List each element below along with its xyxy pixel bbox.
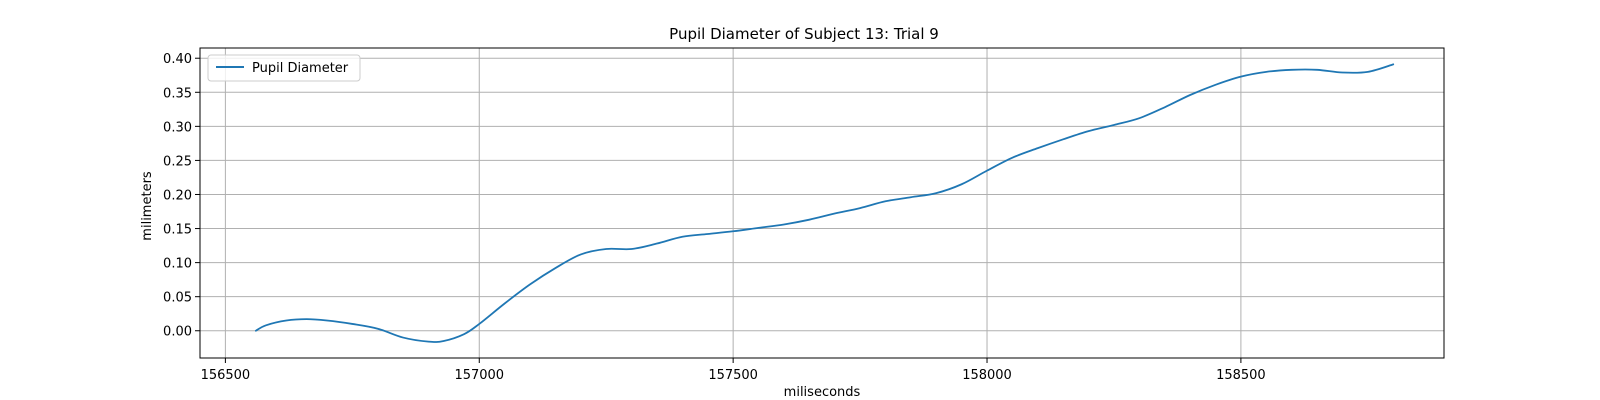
legend: Pupil Diameter [207,54,361,82]
plot-frame [199,47,1445,359]
x-axis-label: miliseconds [784,385,861,400]
legend-box [207,54,361,82]
x-tick-label: 157500 [708,368,758,383]
y-tick-label: 0.25 [163,154,192,169]
y-tick-label: 0.35 [163,86,192,101]
y-tick-label: 0.00 [163,325,192,340]
series-layer [254,63,1395,343]
x-tick-label: 158500 [1216,368,1266,383]
y-axis-label: milimeters [140,171,155,241]
y-tick-label: 0.05 [163,291,192,306]
y-tick-label: 0.10 [163,257,192,272]
y-tick-label: 0.40 [163,52,192,67]
y-axis-ticks: 0.00 0.05 0.10 0.15 0.20 0.25 0.30 0.35 0.40 [163,52,200,340]
chart-title: Pupil Diameter of Subject 13: Trial 9 [669,25,939,43]
x-tick-label: 157000 [454,368,504,383]
y-tick-label: 0.15 [163,223,192,238]
y-tick-label: 0.20 [163,188,192,203]
grid-lines [200,48,1444,358]
x-tick-label: 158000 [962,368,1012,383]
x-axis-ticks: 156500 157000 157500 158000 158500 [201,358,1266,383]
x-tick-label: 156500 [201,368,251,383]
y-tick-label: 0.30 [163,120,192,135]
legend-label: Pupil Diameter [252,61,349,76]
series-line-pupil-diameter [254,63,1395,343]
